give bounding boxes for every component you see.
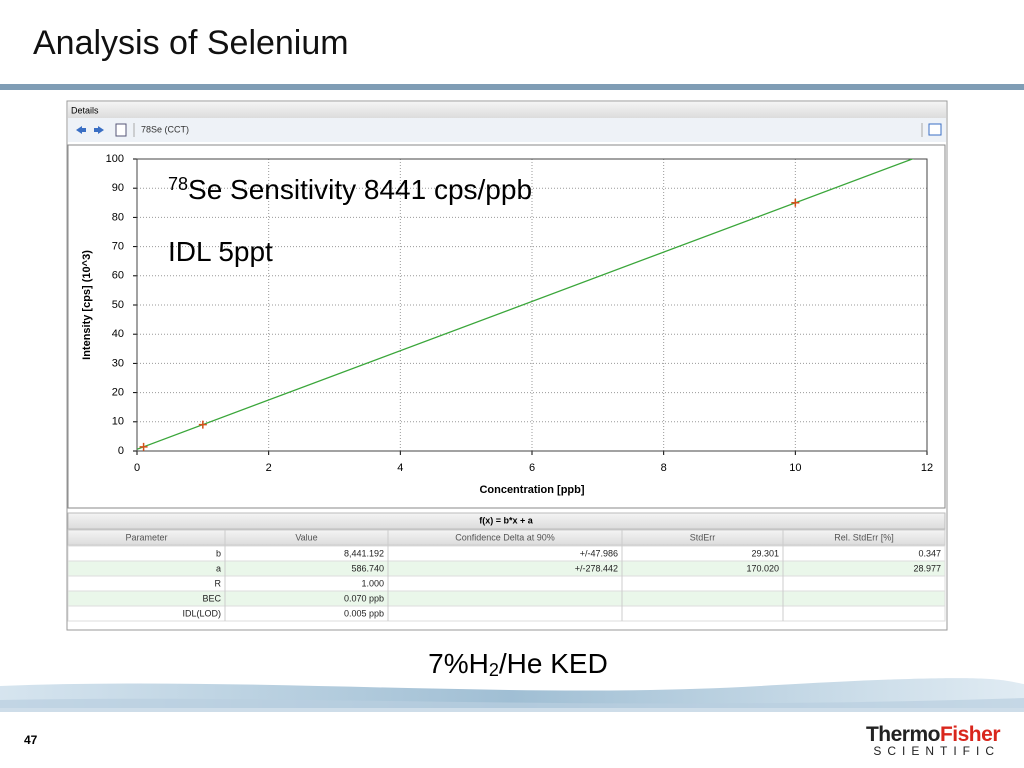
annotation-text: IDL 5ppt [168, 236, 273, 267]
toolbar [68, 118, 946, 142]
x-tick-label: 6 [529, 462, 535, 474]
y-axis-label: Intensity [cps] (10^3) [81, 250, 93, 360]
x-tick-label: 10 [789, 462, 801, 474]
y-tick-label: 20 [112, 387, 124, 399]
y-tick-label: 90 [112, 182, 124, 194]
table-cell: a [216, 563, 221, 573]
caption: 7%H2/He KED [428, 648, 608, 680]
table-cell: 0.070 ppb [344, 593, 384, 603]
table-cell: 586.740 [351, 563, 384, 573]
y-tick-label: 60 [112, 270, 124, 282]
table-row [67, 575, 946, 592]
y-tick-label: 100 [106, 153, 124, 165]
table-cell: IDL(LOD) [182, 608, 221, 618]
caption-text: 7%H [428, 648, 489, 679]
plot-area [136, 158, 928, 452]
data-point [791, 198, 800, 207]
table-row [67, 605, 946, 622]
x-tick-label: 0 [134, 462, 140, 474]
panel-header [68, 102, 946, 118]
table-formula-row [67, 512, 946, 530]
table-row [67, 545, 946, 562]
table-cell: BEC [202, 593, 221, 603]
table-cell: +/-278.442 [575, 563, 618, 573]
data-point [139, 442, 148, 451]
tab-label: 78Se (CCT) [141, 124, 189, 134]
annotation-text: Se Sensitivity 8441 cps/ppb [188, 174, 532, 205]
x-tick-label: 12 [921, 462, 933, 474]
table-header-cell: Rel. StdErr [%] [834, 532, 894, 542]
back-button[interactable] [76, 126, 86, 134]
copy-button[interactable] [115, 123, 127, 137]
x-tick-label: 4 [397, 462, 403, 474]
title-rule [0, 84, 1024, 90]
table-cell: +/-47.986 [580, 548, 618, 558]
x-tick-label: 8 [661, 462, 667, 474]
y-tick-label: 10 [112, 416, 124, 428]
y-tick-label: 70 [112, 241, 124, 253]
annotation: 78Se Sensitivity 8441 cps/ppb [168, 174, 532, 206]
x-tick-label: 2 [266, 462, 272, 474]
annotation-superscript: 78 [168, 174, 188, 194]
table-cell: R [215, 578, 222, 588]
table: f(x) = b*x + a Parameter Value Confidence D… [67, 512, 946, 622]
logo-fisher: Fisher [940, 723, 1000, 746]
chart-frame [67, 144, 946, 509]
table-cell: 8,441.192 [344, 548, 384, 558]
annotation: IDL 5ppt [168, 236, 273, 267]
footer-band [0, 698, 1024, 712]
x-axis-label: Concentration [ppb] [479, 484, 584, 496]
table-row [67, 590, 946, 607]
logo-thermo: Thermo [866, 723, 940, 746]
data-point [198, 420, 207, 429]
slide-title: Analysis of Selenium [33, 24, 349, 62]
logo-scientific: SCIENTIFIC [873, 744, 1000, 758]
table-formula: f(x) = b*x + a [479, 515, 534, 525]
window-button[interactable] [928, 123, 942, 136]
y-tick-label: 80 [112, 211, 124, 223]
table-cell: 170.020 [746, 563, 779, 573]
forward-button[interactable] [94, 126, 104, 134]
y-tick-label: 40 [112, 328, 124, 340]
table-cell: b [216, 548, 221, 558]
y-tick-label: 30 [112, 357, 124, 369]
table-cell: 0.347 [918, 548, 941, 558]
table-header-cell: Parameter [125, 532, 167, 542]
table-header-cell: Value [295, 532, 317, 542]
table-cell: 1.000 [361, 578, 384, 588]
table-header-cell: Confidence Delta at 90% [455, 532, 555, 542]
logo: ThermoFisher [866, 723, 1000, 746]
caption-subscript: 2 [489, 660, 499, 680]
table-header-cell: StdErr [690, 532, 716, 542]
page-number: 47 [24, 733, 38, 747]
table-row [67, 560, 946, 577]
chart: 0 10 20 30 40 50 60 70 80 90 100 0 2 4 6 8 10 12 Concentra… [81, 153, 933, 496]
table-cell: 0.005 ppb [344, 608, 384, 618]
table-cell: 28.977 [913, 563, 941, 573]
panel-header-label: Details [71, 105, 99, 115]
table-cell: 29.301 [751, 548, 779, 558]
caption-text: /He KED [499, 648, 608, 679]
y-tick-label: 50 [112, 299, 124, 311]
table-header-row [67, 529, 946, 546]
y-tick-label: 0 [118, 445, 124, 457]
